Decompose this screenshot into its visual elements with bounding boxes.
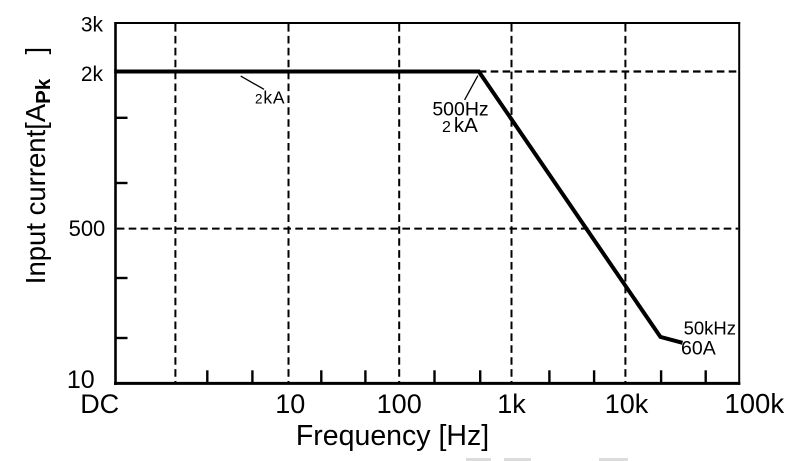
svg-text:3k: 3k [81, 14, 104, 37]
svg-text:50kHz: 50kHz [684, 318, 736, 339]
svg-text:2kA: 2kA [442, 114, 478, 137]
svg-text:2kA: 2kA [255, 87, 285, 107]
svg-text:10k: 10k [605, 389, 649, 419]
svg-text:100: 100 [377, 389, 422, 419]
svg-text:500Hz: 500Hz [432, 99, 488, 121]
svg-text:Input current[APk ]: Input current[APk ] [20, 47, 55, 284]
svg-text:60A: 60A [681, 337, 716, 359]
svg-text:Frequency [Hz]: Frequency [Hz] [296, 420, 489, 452]
svg-text:DC: DC [80, 389, 119, 419]
svg-text:2k: 2k [81, 63, 104, 86]
svg-text:10: 10 [67, 366, 95, 394]
svg-text:10: 10 [275, 389, 305, 419]
svg-text:500: 500 [69, 216, 106, 241]
svg-text:1k: 1k [497, 389, 526, 419]
svg-text:100k: 100k [724, 388, 784, 419]
